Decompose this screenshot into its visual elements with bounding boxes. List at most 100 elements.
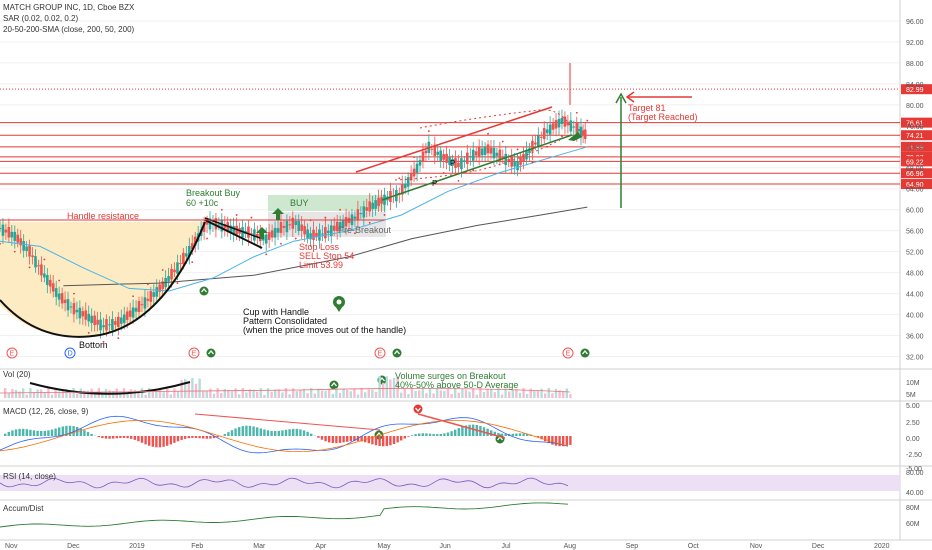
macd-histogram-bar <box>526 433 529 436</box>
candle-body <box>569 120 573 132</box>
y-tick-label: 36.00 <box>906 334 924 341</box>
candle-body <box>102 325 105 328</box>
down-arrow-icon <box>413 404 423 414</box>
handle-line <box>204 219 263 249</box>
y-tick-label: 40.00 <box>906 313 924 320</box>
candle-body <box>492 147 496 159</box>
sar-dot <box>472 169 475 172</box>
candle-body <box>205 220 209 225</box>
stop-limit-label: Limit 53.99 <box>299 260 343 270</box>
volume-bar <box>288 394 291 398</box>
candle-body <box>332 225 336 231</box>
sar-dot <box>294 237 297 240</box>
sar-dot <box>575 111 578 114</box>
macd-histogram-bar <box>54 428 57 436</box>
candle-body <box>96 319 99 325</box>
macd-histogram-bar <box>464 425 468 436</box>
volume-bar <box>61 389 64 398</box>
candle-body <box>486 144 490 154</box>
candle-body <box>288 224 292 226</box>
volume-bar <box>245 392 248 398</box>
volume-bar <box>511 389 514 398</box>
candle-body <box>454 158 457 168</box>
candle-body <box>329 225 333 237</box>
macd-histogram-bar <box>40 431 43 436</box>
breakout-buy-price: 60 +10c <box>186 198 219 208</box>
price-level-label: 66.96 <box>906 171 924 178</box>
rsi-pane-title: RSI (14, close) <box>3 472 56 481</box>
volume-bar <box>144 394 147 398</box>
candle-body <box>54 288 58 297</box>
candle-body <box>563 116 567 127</box>
macd-histogram-bar <box>173 436 176 443</box>
volume-bar <box>504 388 507 398</box>
candle-body <box>217 224 221 226</box>
x-tick-label: Jul <box>502 543 511 550</box>
volume-bar <box>446 388 450 398</box>
volume-bar <box>184 378 187 398</box>
candle-body <box>309 233 312 240</box>
candle-body <box>7 226 11 238</box>
candle-body <box>149 291 153 302</box>
macd-histogram-bar <box>439 433 442 436</box>
volume-bar <box>508 391 511 398</box>
sar-dot <box>102 340 105 343</box>
price-level-tag <box>901 156 932 167</box>
volume-bar <box>137 391 140 398</box>
x-tick-label: Sep <box>626 543 639 550</box>
candle-body <box>445 153 448 163</box>
volume-bar <box>220 393 223 398</box>
candle-body <box>312 229 315 240</box>
candle-body <box>267 232 271 240</box>
location-pin-icon <box>333 296 345 312</box>
cup-highlight <box>0 222 205 337</box>
macd-divergence-line <box>194 413 381 431</box>
candle-body <box>306 229 309 239</box>
x-tick-label: Feb <box>191 543 203 550</box>
macd-histogram-bar <box>342 436 345 443</box>
macd-histogram-bar <box>112 436 115 439</box>
candle-body <box>66 299 70 311</box>
volume-bar <box>158 389 162 398</box>
candle-body <box>19 238 23 246</box>
macd-histogram-bar <box>500 433 504 436</box>
price-level-label: 74.21 <box>906 133 924 140</box>
volume-bar <box>457 392 460 398</box>
macd-histogram-bar <box>382 436 385 447</box>
macd-histogram-bar <box>86 432 90 436</box>
candle-body <box>134 307 138 312</box>
up-arrow-icon <box>272 208 284 220</box>
volume-bar <box>119 394 122 398</box>
candle-body <box>380 197 383 204</box>
macd-histogram-bar <box>450 431 453 436</box>
y-tick-label: 84.00 <box>906 82 924 89</box>
earnings-marker <box>188 347 200 359</box>
macd-histogram-bar <box>360 436 363 442</box>
x-axis[interactable]: Nov Dec 2019 Feb Mar Apr May Jun Jul Aug Sep Oct Nov… <box>5 543 890 550</box>
candle-body <box>412 168 416 177</box>
candle-body <box>457 162 460 168</box>
volume-bar <box>292 388 295 398</box>
volume-bar <box>43 392 46 398</box>
volume-bar <box>526 393 529 398</box>
macd-histogram-bar <box>281 430 284 436</box>
volume-bar <box>360 388 363 398</box>
price-level-label: 71.99 <box>906 145 924 152</box>
candle-body <box>75 309 79 313</box>
x-tick-label: Nov <box>750 543 763 550</box>
volume-bar <box>364 392 367 398</box>
subpane-y-tick-label: 2.50 <box>906 420 920 427</box>
macd-histogram-bar <box>58 427 61 436</box>
candle-body <box>436 151 440 155</box>
candle-body <box>463 160 466 162</box>
sar-dot <box>43 258 46 261</box>
macd-histogram-bar <box>216 436 219 438</box>
candle-body <box>60 293 64 304</box>
subpane-y-tick-label: 5M <box>906 392 916 399</box>
macd-histogram-bar <box>558 436 561 447</box>
macd-histogram-bar <box>443 433 446 436</box>
sar-dot <box>235 214 238 216</box>
y-axis[interactable]: 82.9976.6174.2171.9970.0769.2266.9664.90… <box>901 19 932 362</box>
